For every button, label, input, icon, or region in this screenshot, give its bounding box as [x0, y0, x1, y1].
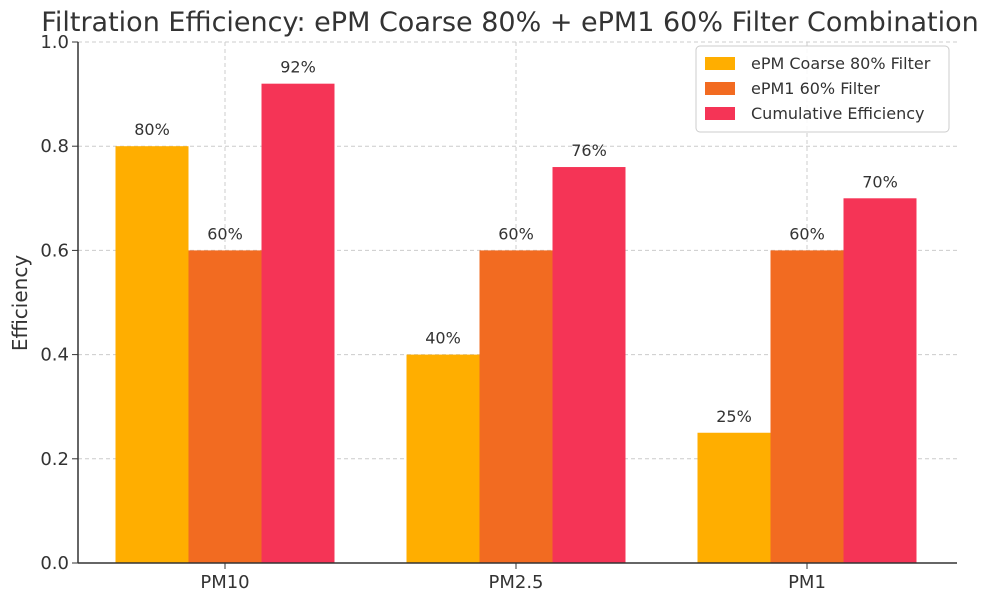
- legend-label: ePM1 60% Filter: [751, 79, 880, 98]
- x-tick-label: PM10: [200, 572, 249, 593]
- y-axis-label: Efficiency: [8, 255, 32, 352]
- bar: [479, 250, 553, 563]
- bars: [115, 83, 917, 564]
- tick-labels: 0.0 0.2 0.4 0.6 0.8 1.0 PM10 PM2.5 PM1: [40, 32, 826, 593]
- y-tick-label: 0.0: [40, 553, 69, 574]
- bar: [770, 250, 844, 563]
- bar-value-label: 25%: [716, 407, 752, 426]
- bar-value-label: 40%: [425, 329, 461, 348]
- bar-value-label: 70%: [862, 172, 898, 191]
- bar-value-label: 76%: [571, 141, 607, 160]
- legend-swatch: [705, 82, 735, 95]
- legend: ePM Coarse 80% Filter ePM1 60% Filter Cumu…: [695, 45, 950, 133]
- y-tick-label: 0.2: [40, 449, 69, 470]
- bar-value-label: 92%: [280, 58, 316, 77]
- legend-label: ePM Coarse 80% Filter: [751, 54, 931, 73]
- bar: [261, 83, 335, 564]
- y-tick-label: 0.6: [40, 240, 69, 261]
- y-tick-label: 0.4: [40, 345, 69, 366]
- bar-value-label: 80%: [134, 120, 170, 139]
- bar: [188, 250, 262, 563]
- bar-value-label: 60%: [498, 224, 534, 243]
- legend-label: Cumulative Efficiency: [751, 104, 924, 123]
- y-tick-label: 0.8: [40, 136, 69, 157]
- x-tick-label: PM2.5: [488, 572, 543, 593]
- legend-swatch: [705, 57, 735, 70]
- y-tick-label: 1.0: [40, 32, 69, 53]
- bar: [697, 432, 771, 563]
- bar: [552, 167, 626, 564]
- x-tick-label: PM1: [788, 572, 826, 593]
- data-labels: 80% 60% 92% 40% 60% 76% 25% 60% 70%: [134, 58, 898, 426]
- bar-value-label: 60%: [207, 224, 243, 243]
- bar: [406, 354, 480, 563]
- chart-title: Filtration Efficiency: ePM Coarse 80% + …: [41, 7, 978, 38]
- bar: [115, 146, 189, 563]
- bar: [843, 198, 917, 564]
- legend-swatch: [705, 107, 735, 120]
- bar-value-label: 60%: [789, 224, 825, 243]
- legend-box: [695, 45, 950, 133]
